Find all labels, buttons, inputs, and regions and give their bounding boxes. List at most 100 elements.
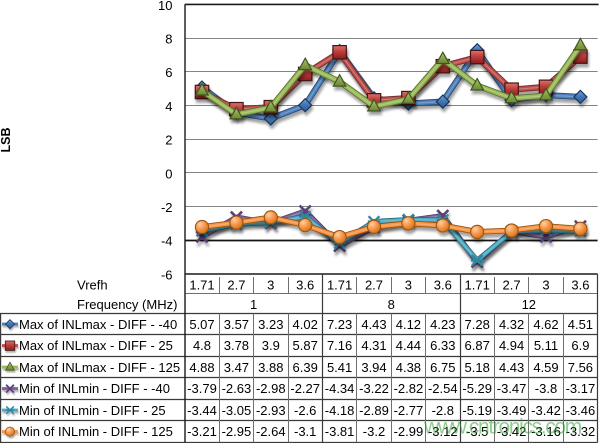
svg-text:4.43: 4.43 (499, 360, 524, 375)
svg-text:-2.27: -2.27 (290, 381, 320, 396)
svg-text:-2.95: -2.95 (222, 424, 252, 439)
svg-text:0: 0 (165, 166, 172, 181)
svg-text:-3.44: -3.44 (187, 403, 217, 418)
svg-text:3.6: 3.6 (571, 278, 589, 293)
svg-text:6.87: 6.87 (465, 338, 490, 353)
svg-text:2.7: 2.7 (365, 278, 383, 293)
svg-text:-3.1: -3.1 (294, 424, 316, 439)
svg-text:-4.18: -4.18 (325, 403, 355, 418)
svg-text:2.7: 2.7 (227, 278, 245, 293)
svg-text:7.23: 7.23 (327, 317, 352, 332)
svg-text:-3.12: -3.12 (428, 424, 458, 439)
svg-text:-2.8: -2.8 (432, 403, 454, 418)
svg-text:4.51: 4.51 (568, 317, 593, 332)
svg-text:-2: -2 (161, 200, 173, 215)
svg-text:10: 10 (158, 0, 172, 13)
svg-text:4.43: 4.43 (361, 317, 386, 332)
svg-text:2: 2 (165, 133, 172, 148)
svg-text:-2.64: -2.64 (256, 424, 286, 439)
svg-text:www.cntronics.com: www.cntronics.com (423, 416, 582, 439)
svg-text:Min of INLmin - DIFF - 125: Min of INLmin - DIFF - 125 (19, 424, 173, 439)
svg-text:4.59: 4.59 (533, 360, 558, 375)
svg-text:5.11: 5.11 (534, 338, 558, 353)
svg-text:3.23: 3.23 (258, 317, 283, 332)
svg-text:1.71: 1.71 (465, 278, 490, 293)
svg-text:3.57: 3.57 (224, 317, 249, 332)
svg-text:Max of INLmax - DIFF - 125: Max of INLmax - DIFF - 125 (19, 360, 180, 375)
svg-text:7.16: 7.16 (327, 338, 352, 353)
svg-text:6.33: 6.33 (430, 338, 455, 353)
svg-text:-3.79: -3.79 (187, 381, 217, 396)
svg-text:8: 8 (165, 32, 172, 47)
svg-text:-3.42: -3.42 (531, 403, 561, 418)
svg-text:-3.22: -3.22 (359, 381, 389, 396)
svg-text:Max of INLmax - DIFF - -40: Max of INLmax - DIFF - -40 (19, 317, 177, 332)
svg-text:12: 12 (522, 297, 536, 312)
svg-text:-2.89: -2.89 (359, 403, 389, 418)
svg-text:-2.99: -2.99 (394, 424, 424, 439)
svg-text:6.39: 6.39 (293, 360, 318, 375)
svg-text:4.12: 4.12 (396, 317, 421, 332)
svg-text:3: 3 (542, 278, 549, 293)
svg-text:-2.82: -2.82 (394, 381, 424, 396)
svg-text:-3.2: -3.2 (363, 424, 385, 439)
svg-text:3.94: 3.94 (361, 360, 386, 375)
svg-text:4.44: 4.44 (396, 338, 421, 353)
svg-text:7.56: 7.56 (568, 360, 593, 375)
svg-text:-4.34: -4.34 (325, 381, 355, 396)
svg-text:3.47: 3.47 (224, 360, 249, 375)
svg-text:Min of INLmin - DIFF - -40: Min of INLmin - DIFF - -40 (19, 381, 170, 396)
svg-text:5.07: 5.07 (189, 317, 214, 332)
svg-text:Min of INLmin - DIFF - 25: Min of INLmin - DIFF - 25 (19, 403, 166, 418)
svg-text:-3.21: -3.21 (187, 424, 217, 439)
svg-text:-3.47: -3.47 (497, 381, 527, 396)
svg-text:6.75: 6.75 (430, 360, 455, 375)
svg-text:6: 6 (165, 65, 172, 80)
svg-text:-5.29: -5.29 (462, 381, 492, 396)
svg-text:-2.6: -2.6 (294, 403, 316, 418)
svg-text:Frequency (MHz): Frequency (MHz) (77, 297, 177, 312)
svg-text:-2.54: -2.54 (428, 381, 458, 396)
svg-text:7.28: 7.28 (465, 317, 490, 332)
svg-text:4.02: 4.02 (293, 317, 318, 332)
svg-text:Max of INLmax - DIFF - 25: Max of INLmax - DIFF - 25 (19, 338, 173, 353)
svg-text:Vrefh: Vrefh (77, 278, 108, 293)
svg-text:1.71: 1.71 (189, 278, 214, 293)
svg-text:-3.05: -3.05 (222, 403, 252, 418)
svg-text:1: 1 (250, 297, 257, 312)
svg-text:-2.93: -2.93 (256, 403, 286, 418)
svg-text:4: 4 (165, 99, 172, 114)
svg-text:4.88: 4.88 (189, 360, 214, 375)
svg-text:-2.98: -2.98 (256, 381, 286, 396)
svg-text:-3.8: -3.8 (535, 381, 557, 396)
svg-text:-3.32: -3.32 (566, 424, 596, 439)
svg-text:4.8: 4.8 (193, 338, 211, 353)
svg-text:4.23: 4.23 (430, 317, 455, 332)
svg-text:-3.46: -3.46 (566, 403, 596, 418)
svg-text:-2.77: -2.77 (394, 403, 424, 418)
svg-text:-3.81: -3.81 (325, 424, 355, 439)
svg-text:LSB: LSB (0, 128, 13, 153)
svg-text:3: 3 (267, 278, 274, 293)
svg-text:3.9: 3.9 (262, 338, 280, 353)
svg-text:1.71: 1.71 (327, 278, 352, 293)
svg-text:8: 8 (388, 297, 395, 312)
svg-text:4.62: 4.62 (533, 317, 558, 332)
svg-text:-4: -4 (161, 234, 173, 249)
svg-text:2.7: 2.7 (503, 278, 521, 293)
svg-text:3: 3 (405, 278, 412, 293)
svg-text:-3.16: -3.16 (531, 424, 561, 439)
svg-text:6.9: 6.9 (571, 338, 589, 353)
svg-text:3.6: 3.6 (296, 278, 314, 293)
svg-text:-3.5: -3.5 (466, 424, 488, 439)
svg-text:-2.63: -2.63 (222, 381, 252, 396)
svg-text:4.32: 4.32 (499, 317, 524, 332)
svg-text:3.88: 3.88 (258, 360, 283, 375)
svg-text:3.78: 3.78 (224, 338, 249, 353)
svg-text:5.87: 5.87 (293, 338, 318, 353)
svg-text:3.6: 3.6 (434, 278, 452, 293)
svg-text:5.18: 5.18 (465, 360, 490, 375)
svg-text:-5.19: -5.19 (462, 403, 492, 418)
svg-text:4.94: 4.94 (499, 338, 524, 353)
svg-text:4.38: 4.38 (396, 360, 421, 375)
